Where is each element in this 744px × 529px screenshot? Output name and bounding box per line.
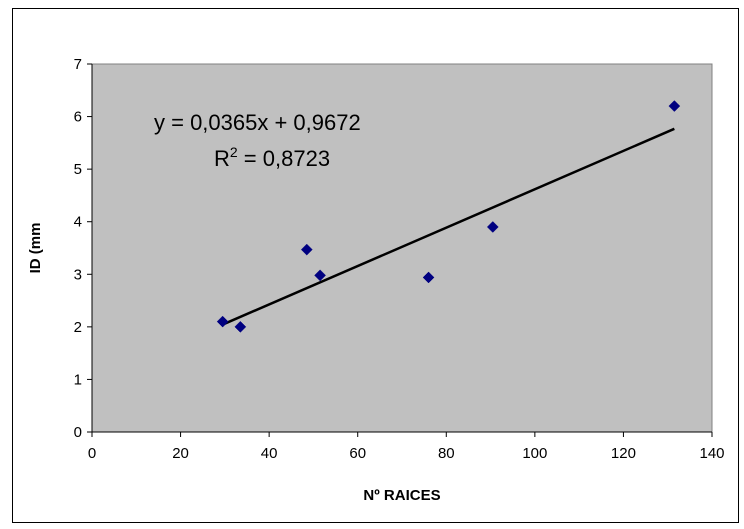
y-axis-title: ID (mm	[27, 223, 44, 274]
x-tick-label: 100	[522, 445, 547, 462]
r-squared-superscript: 2	[230, 144, 238, 160]
data-points	[216, 100, 681, 333]
y-tick-label: 0	[74, 424, 82, 441]
x-axis-title: Nº RAICES	[363, 487, 440, 504]
y-tick-label: 4	[74, 214, 82, 231]
y-tick-label: 3	[74, 266, 82, 283]
x-tick-label: 20	[172, 445, 189, 462]
data-point	[216, 315, 229, 328]
r-squared-prefix: R	[214, 146, 230, 171]
y-tick-label: 5	[74, 161, 82, 178]
data-point	[234, 321, 247, 333]
x-tick-label: 0	[88, 445, 96, 462]
y-tick-label: 1	[74, 371, 82, 388]
data-point	[422, 271, 435, 284]
r-squared-value: = 0,8723	[238, 146, 330, 171]
y-tick-label: 6	[74, 109, 82, 126]
data-point	[314, 269, 326, 282]
data-point	[300, 243, 313, 256]
x-tick-label: 140	[699, 445, 724, 462]
r-squared-label: R2 = 0,8723	[214, 144, 330, 171]
y-tick-label: 7	[74, 56, 82, 73]
x-tick-label: 60	[349, 445, 366, 462]
x-axis-ticks: 0 20 40 60 80 100 120 140	[88, 431, 725, 462]
trendline-equation: y = 0,0365x + 0,9672	[154, 110, 361, 135]
data-point	[668, 100, 681, 112]
y-tick-label: 2	[74, 319, 82, 336]
x-tick-label: 80	[438, 445, 455, 462]
trendline	[222, 127, 675, 326]
x-tick-label: 120	[611, 445, 636, 462]
data-point	[486, 221, 499, 233]
y-axis-ticks: 0 1 2 3 4 5 6 7	[74, 56, 93, 441]
x-tick-label: 40	[261, 445, 278, 462]
